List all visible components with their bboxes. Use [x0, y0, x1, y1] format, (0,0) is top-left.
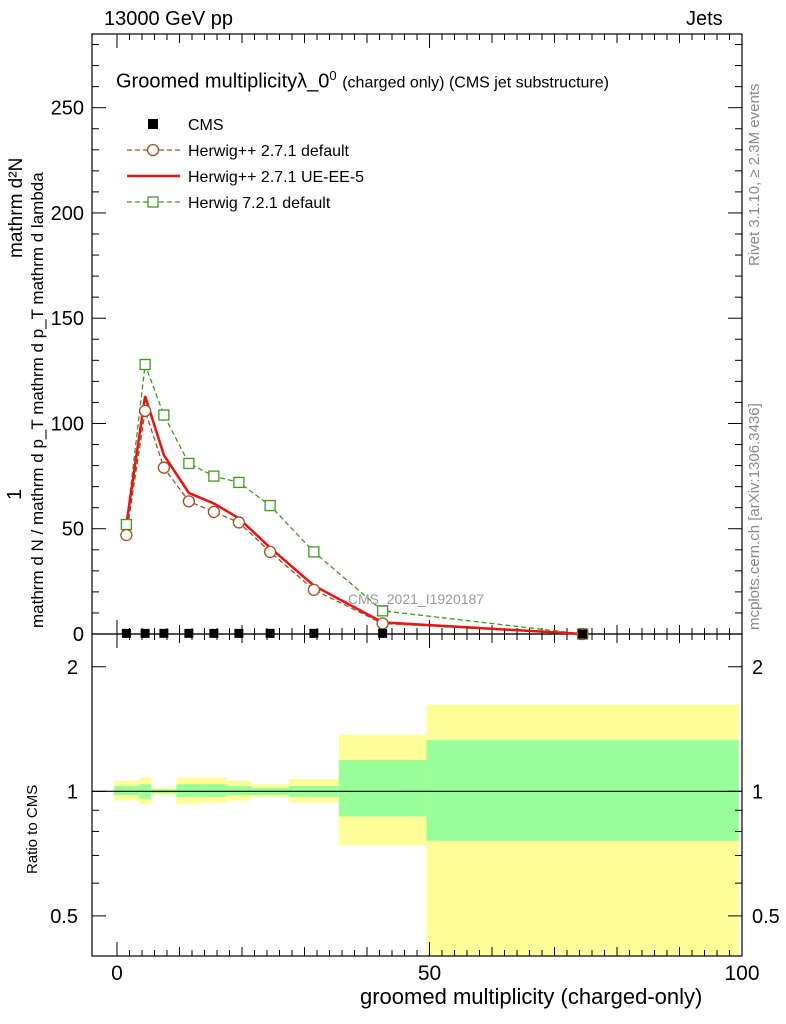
- ratio-ylabel: Ratio to CMS: [24, 784, 41, 874]
- x-tick-label: 0: [111, 962, 123, 985]
- analysis-label: CMS_2021_I1920187: [348, 591, 484, 607]
- chart-title-lambda: λ_0: [297, 70, 330, 93]
- series-cms-point: [184, 628, 194, 638]
- main-y-tick-label: 200: [51, 203, 84, 225]
- ratio-stat-band-0: [113, 786, 139, 795]
- series-herwig7-point: [183, 457, 195, 470]
- main-y-tick-label: 50: [62, 519, 84, 541]
- series-cms-point: [578, 629, 588, 639]
- series-herwigpp-default-point: [376, 617, 389, 630]
- legend-cms-marker: [148, 119, 158, 129]
- legend-label: Herwig++ 2.7.1 default: [188, 143, 350, 160]
- series-herwigpp-default-point: [182, 495, 196, 508]
- ratio-xlabel: groomed multiplicity (charged-only): [360, 984, 703, 1009]
- series-cms-point: [234, 628, 244, 638]
- legend-herwigpp-default-marker: [146, 143, 160, 157]
- series-herwigpp-ueee5-line: [125, 395, 583, 636]
- series-herwigpp-default-point: [120, 528, 133, 542]
- legend-label: Herwig++ 2.7.1 UE-EE-5: [188, 169, 364, 186]
- legend-label: Herwig 7.2.1 default: [188, 195, 331, 212]
- series-herwigpp-default-point: [263, 545, 277, 559]
- x-tick-label: 100: [724, 962, 759, 985]
- series-herwigpp-default-point: [307, 583, 321, 596]
- main-y-tick-label: 250: [51, 98, 84, 120]
- series-herwig7-line: [125, 364, 583, 635]
- main-y-tick-label: 100: [51, 413, 84, 435]
- ratio-y-tick-label-left: 2: [67, 657, 78, 679]
- series-cms-point: [265, 628, 275, 638]
- series-herwig7-point: [233, 476, 245, 489]
- site-label: mcplots.cern.ch [arXiv:1306.3436]: [746, 403, 763, 630]
- series-herwig7-point: [139, 358, 151, 371]
- legend-herwig7-marker: [147, 196, 159, 208]
- chart-title-sup: 0: [329, 68, 337, 83]
- series-cms-point: [378, 628, 388, 638]
- ratio-y-tick-label-right: 2: [752, 657, 763, 679]
- series-herwigpp-default-point: [207, 505, 221, 519]
- chart-title: Groomed multiplicityλ_00 (charged only) …: [116, 68, 609, 94]
- series-herwig7-point: [264, 499, 276, 512]
- chart-title-main: Groomed multiplicity: [116, 70, 298, 93]
- series-cms-point: [140, 628, 150, 638]
- ratio-stat-band-4: [201, 784, 227, 797]
- series-herwigpp-default-point: [157, 461, 171, 474]
- series-cms-point: [121, 628, 131, 638]
- ratio-stat-band-8: [338, 760, 427, 817]
- main-ylabel-top: 1: [4, 488, 26, 500]
- energy-label: 13000 GeV pp: [104, 8, 233, 30]
- ratio-y-tick-label-left: 1: [67, 781, 78, 803]
- main-y-tick-label: 0: [73, 624, 84, 646]
- rivet-label: Rivet 3.1.10, ≥ 2.3M events: [746, 83, 763, 267]
- ratio-stat-band-5: [226, 786, 252, 795]
- ratio-stat-band-9: [426, 740, 739, 841]
- legend-label: CMS: [188, 117, 224, 134]
- series-cms-point: [209, 628, 219, 638]
- ratio-y-tick-label-right: 1: [752, 781, 763, 803]
- x-tick-label: 50: [418, 962, 441, 985]
- series-herwig7-point: [208, 470, 220, 482]
- series-cms-point: [159, 628, 169, 638]
- chart-title-suffix: (charged only) (CMS jet substructure): [342, 74, 609, 92]
- ratio-stat-band-3: [176, 784, 202, 797]
- series-herwig7-point: [308, 546, 320, 558]
- main-ylabel-denominator: mathrm d N / mathrm d p_T mathrm d p_T m…: [28, 172, 47, 628]
- series-herwigpp-default-line: [125, 410, 583, 635]
- series-herwig7-point: [376, 605, 389, 617]
- ratio-y-tick-label-left: 0.5: [50, 906, 78, 928]
- series-herwig7-point: [120, 518, 133, 531]
- category-label: Jets: [686, 8, 723, 30]
- series-herwigpp-default-point: [138, 404, 152, 417]
- series-herwigpp-default-point: [232, 516, 246, 529]
- ratio-y-tick-label-right: 0.5: [752, 906, 780, 928]
- series-herwig7-point: [158, 409, 170, 421]
- main-y-tick-label: 150: [51, 308, 84, 330]
- main-ylabel-numerator: mathrm d²N: [6, 157, 27, 258]
- series-cms-point: [309, 628, 319, 638]
